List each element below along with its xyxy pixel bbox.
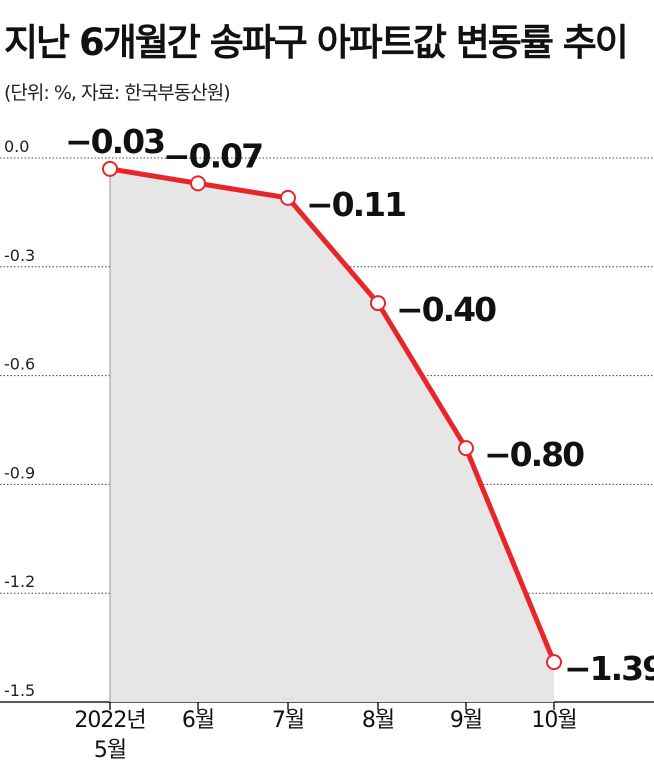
x-tick-label: 8월 xyxy=(361,708,395,733)
value-label: −0.11 xyxy=(306,185,405,224)
chart-subtitle: (단위: %, 자료: 한국부동산원) xyxy=(4,82,231,104)
marker xyxy=(190,175,206,192)
x-tick-label: 10월 xyxy=(531,708,577,733)
y-tick-label: -0.3 xyxy=(4,246,35,265)
y-tick-label: -0.6 xyxy=(4,355,35,374)
marker xyxy=(458,440,474,457)
value-label: −0.80 xyxy=(484,435,584,474)
y-tick-label: -0.9 xyxy=(4,463,35,482)
marker xyxy=(370,295,386,312)
marker xyxy=(102,160,118,177)
value-label: −0.07 xyxy=(163,136,262,175)
area xyxy=(110,168,554,702)
y-tick-label: -1.2 xyxy=(4,572,35,591)
value-label: −0.03 xyxy=(65,122,164,161)
line xyxy=(109,166,557,664)
marker xyxy=(546,654,562,671)
chart-title: 지난 6개월간 송파구 아파트값 변동률 추이 xyxy=(4,21,629,64)
y-tick-label: 0.0 xyxy=(4,137,29,156)
x-tick-label: 7월 xyxy=(271,708,305,733)
x-tick-label: 6월 xyxy=(181,708,215,733)
marker xyxy=(280,189,296,206)
value-label: −0.40 xyxy=(396,290,496,329)
y-tick-label: -1.5 xyxy=(4,681,35,700)
x-tick-label: 9월 xyxy=(449,708,483,733)
x-tick-label: 2022년 5월 xyxy=(74,708,146,763)
value-label: −1.39 xyxy=(564,649,654,688)
